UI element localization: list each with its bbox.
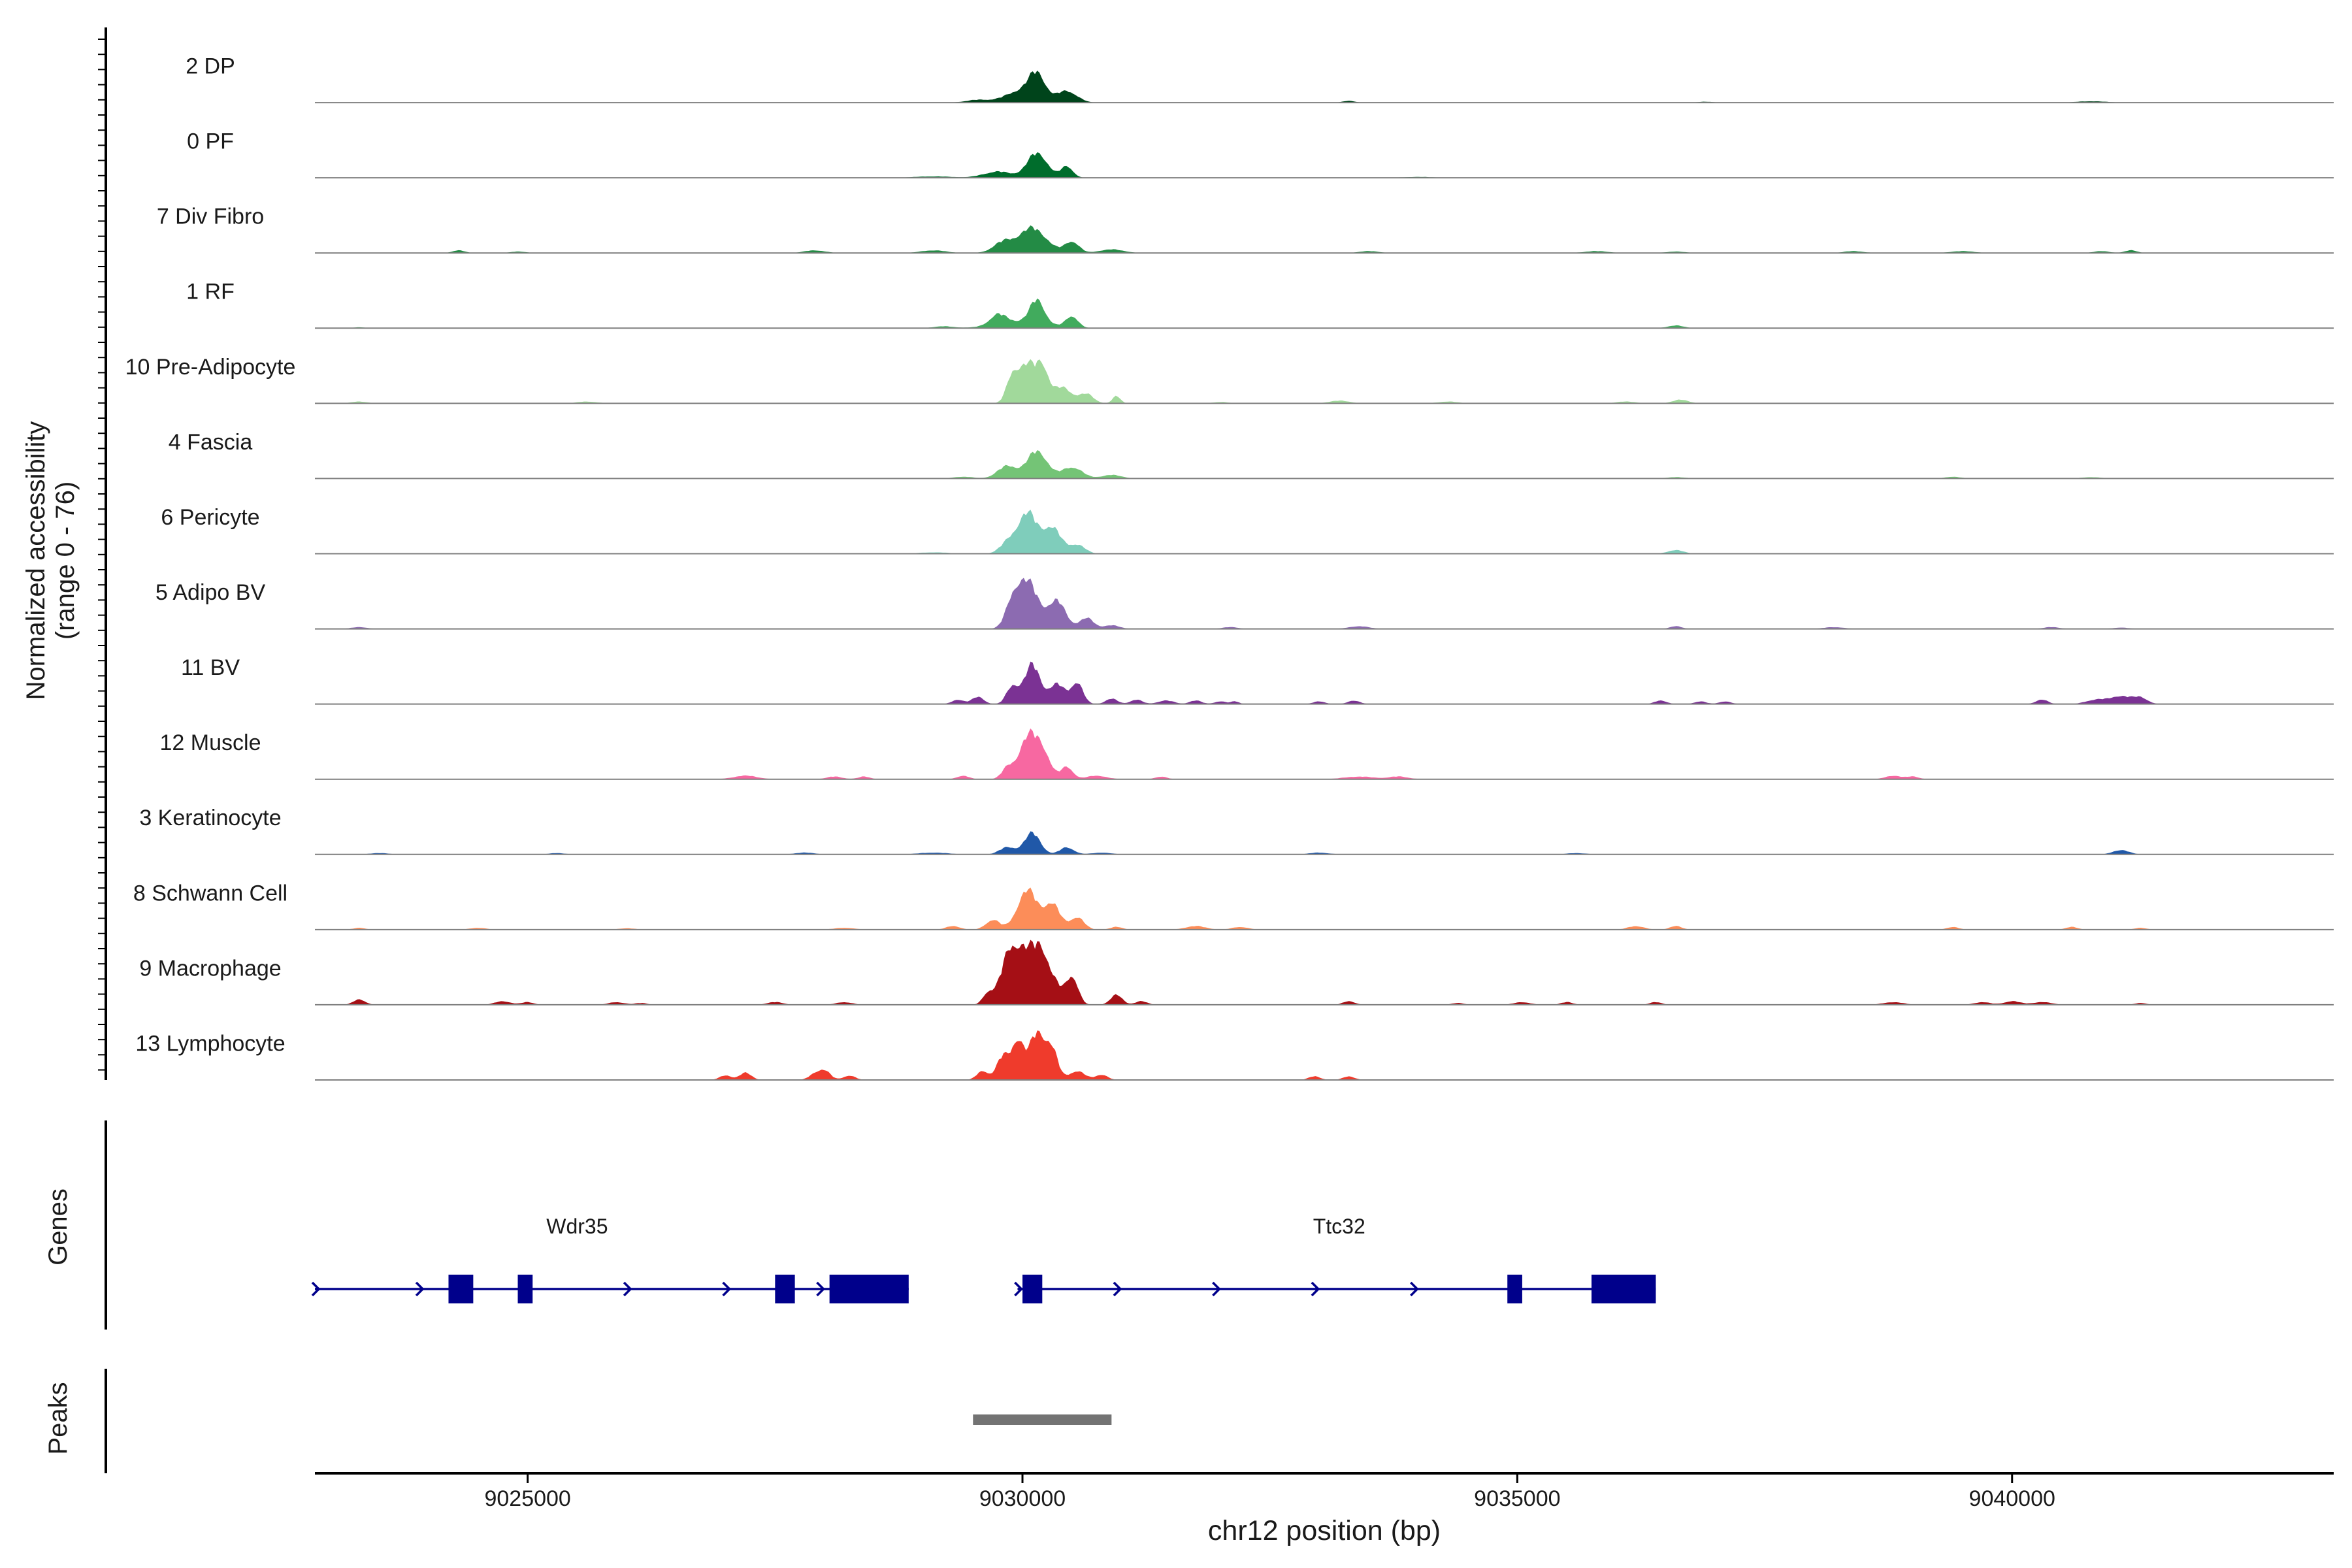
peaks-panel	[105, 1369, 1112, 1473]
track-label: 1 RF	[186, 280, 235, 304]
strand-arrow	[311, 1281, 321, 1297]
exon	[1022, 1275, 1043, 1303]
gene-name: Ttc32	[1313, 1215, 1365, 1238]
coverage-tracks: 2 DP 0 PF 7 Div Fibro 1 RF 10 Pre-Adipocyte 4…	[125, 54, 2334, 1081]
track-label: 13 Lymphocyte	[135, 1031, 285, 1056]
strand-arrow	[1014, 1281, 1023, 1297]
gene-ttc32: Ttc32	[1014, 1215, 1656, 1303]
track-7-div-fibro: 7 Div Fibro	[157, 204, 2334, 254]
coverage-area	[315, 298, 2334, 329]
track-label: 8 Schwann Cell	[133, 881, 287, 906]
genes-panel: Wdr35 Ttc32	[105, 1120, 1656, 1330]
y-axis	[98, 27, 107, 1080]
exon	[775, 1275, 795, 1303]
coverage-area	[315, 939, 2334, 1005]
track-12-muscle: 12 Muscle	[160, 728, 2334, 780]
strand-arrow	[1113, 1281, 1122, 1297]
x-tick-label: 9030000	[979, 1486, 1066, 1511]
coverage-area	[315, 71, 2334, 103]
x-tick-label: 9035000	[1474, 1486, 1560, 1511]
track-11-bv: 11 BV	[181, 655, 2334, 705]
strand-arrow	[1410, 1281, 1419, 1297]
track-label: 5 Adipo BV	[155, 580, 266, 605]
track-8-schwann-cell: 8 Schwann Cell	[133, 881, 2334, 930]
gene-name: Wdr35	[546, 1215, 608, 1238]
track-0-pf: 0 PF	[187, 129, 2334, 179]
peaks-axis-title: Peaks	[44, 1382, 73, 1454]
coverage-area	[315, 831, 2334, 855]
track-label: 11 BV	[181, 655, 240, 680]
coverage-area	[315, 359, 2334, 404]
exon	[829, 1275, 909, 1303]
track-1-rf: 1 RF	[186, 280, 2334, 329]
track-label: 12 Muscle	[160, 730, 261, 755]
coverage-area	[315, 152, 2334, 178]
track-label: 0 PF	[187, 129, 234, 154]
y-axis-title-line1: Normalized accessibility	[22, 421, 50, 700]
track-4-fascia: 4 Fascia	[169, 430, 2334, 480]
track-label: 4 Fascia	[169, 430, 253, 455]
coverage-area	[315, 225, 2334, 253]
exon	[448, 1275, 474, 1303]
track-5-adipo-bv: 5 Adipo BV	[155, 578, 2334, 630]
track-6-pericyte: 6 Pericyte	[161, 505, 2334, 555]
gene-wdr35: Wdr35	[311, 1215, 909, 1303]
exon	[517, 1275, 533, 1303]
strand-arrow	[623, 1281, 632, 1297]
coverage-area	[315, 1030, 2334, 1080]
exon	[1591, 1275, 1656, 1303]
strand-arrow	[415, 1281, 425, 1297]
coverage-area	[315, 661, 2334, 704]
track-10-pre-adipocyte: 10 Pre-Adipocyte	[125, 355, 2334, 404]
strand-arrow	[1311, 1281, 1320, 1297]
strand-arrow	[1212, 1281, 1221, 1297]
strand-arrow	[722, 1281, 732, 1297]
strand-arrow	[816, 1281, 825, 1297]
x-axis: 9025000 9030000 9035000 9040000	[315, 1472, 2334, 1511]
track-label: 3 Keratinocyte	[139, 806, 281, 830]
track-3-keratinocyte: 3 Keratinocyte	[139, 806, 2334, 855]
exon	[1507, 1275, 1522, 1303]
track-13-lymphocyte: 13 Lymphocyte	[135, 1030, 2334, 1081]
coverage-area	[315, 887, 2334, 930]
x-axis-title: chr12 position (bp)	[1208, 1515, 1441, 1546]
track-9-macrophage: 9 Macrophage	[139, 939, 2334, 1005]
coverage-area	[315, 510, 2334, 554]
track-label: 9 Macrophage	[139, 956, 281, 981]
x-tick-label: 9040000	[1969, 1486, 2055, 1511]
coverage-area	[315, 450, 2334, 479]
coverage-area	[315, 578, 2334, 629]
track-label: 7 Div Fibro	[157, 204, 264, 229]
track-label: 6 Pericyte	[161, 505, 259, 530]
track-label: 10 Pre-Adipocyte	[125, 355, 296, 380]
peak-region	[973, 1414, 1112, 1425]
y-axis-title-line2: (range 0 - 76)	[51, 482, 80, 640]
track-label: 2 DP	[186, 54, 235, 79]
track-2-dp: 2 DP	[186, 54, 2334, 104]
x-tick-label: 9025000	[484, 1486, 570, 1511]
genes-axis-title: Genes	[44, 1188, 73, 1266]
coverage-area	[315, 728, 2334, 779]
